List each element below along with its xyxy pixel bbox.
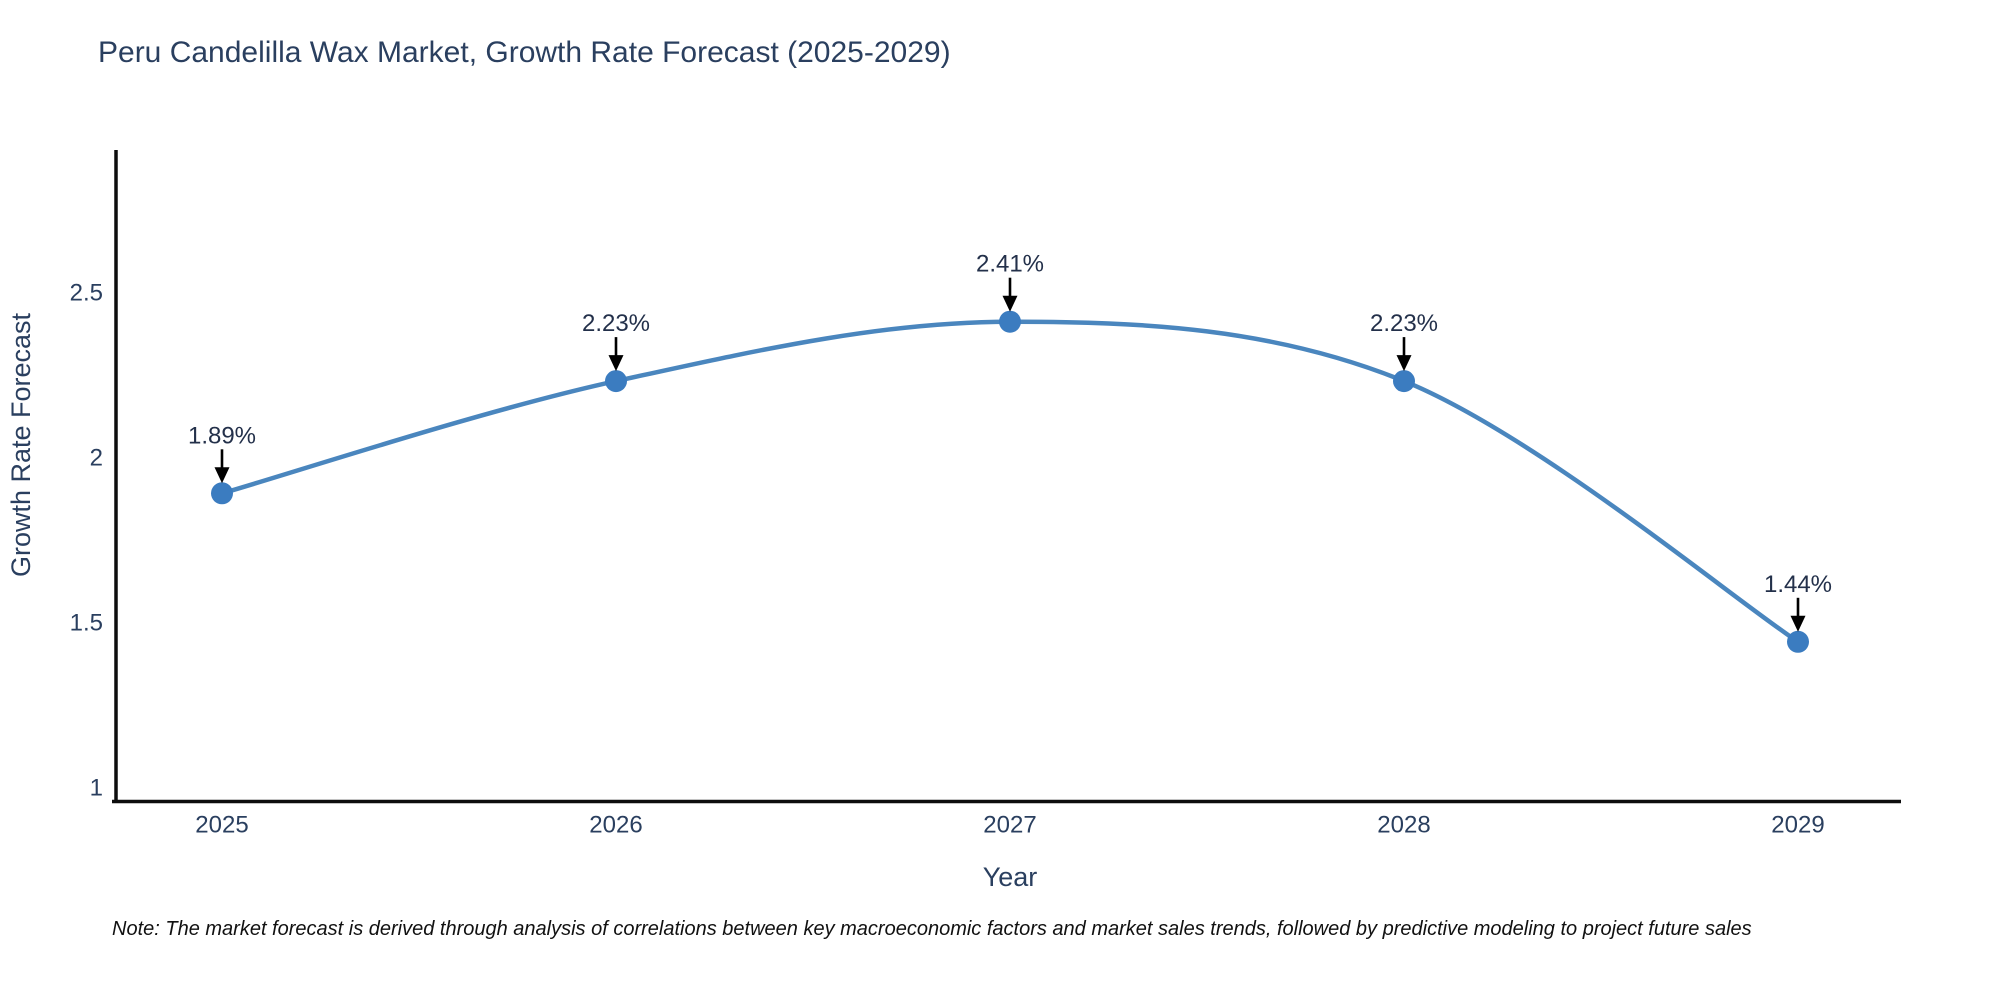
annotation-arrow-head [214, 467, 230, 484]
data-point-label: 2.23% [1370, 310, 1438, 337]
data-point-label: 1.44% [1764, 571, 1832, 598]
data-point-marker [211, 482, 233, 505]
x-tick-label: 2029 [1771, 811, 1824, 838]
footnote: Note: The market forecast is derived thr… [112, 918, 1752, 940]
data-point-label: 2.41% [976, 251, 1044, 278]
x-axis-title: Year [983, 862, 1038, 892]
x-axis-ticks: 2025 2026 2027 2028 2029 [195, 811, 1824, 838]
annotation-arrow-head [608, 355, 624, 372]
data-point-label: 2.23% [582, 310, 650, 337]
y-tick-label: 2.5 [70, 279, 103, 306]
y-axis-title: Growth Rate Forecast [6, 312, 36, 577]
data-point-marker [1393, 370, 1415, 393]
annotation-arrow-head [1396, 355, 1412, 372]
y-tick-label: 1 [90, 774, 103, 801]
data-point-marker [999, 310, 1021, 333]
x-tick-label: 2028 [1377, 811, 1430, 838]
data-point-marker [1787, 630, 1809, 653]
data-point-label: 1.89% [188, 422, 256, 449]
x-tick-label: 2026 [589, 811, 642, 838]
data-point-marker [605, 370, 627, 393]
data-series [211, 310, 1809, 653]
y-tick-label: 1.5 [70, 609, 103, 636]
series-line [219, 319, 1801, 645]
point-annotations: 1.89% 2.23% 2.41% 2.23% 1.44% [188, 251, 1832, 632]
annotation-arrow-head [1002, 295, 1018, 312]
x-tick-label: 2027 [983, 811, 1036, 838]
x-tick-label: 2025 [195, 811, 248, 838]
chart-title: Peru Candelilla Wax Market, Growth Rate … [98, 36, 951, 69]
y-tick-label: 2 [90, 444, 103, 471]
annotation-arrow-head [1790, 615, 1806, 632]
y-axis-ticks: 1 1.5 2 2.5 [70, 279, 103, 801]
